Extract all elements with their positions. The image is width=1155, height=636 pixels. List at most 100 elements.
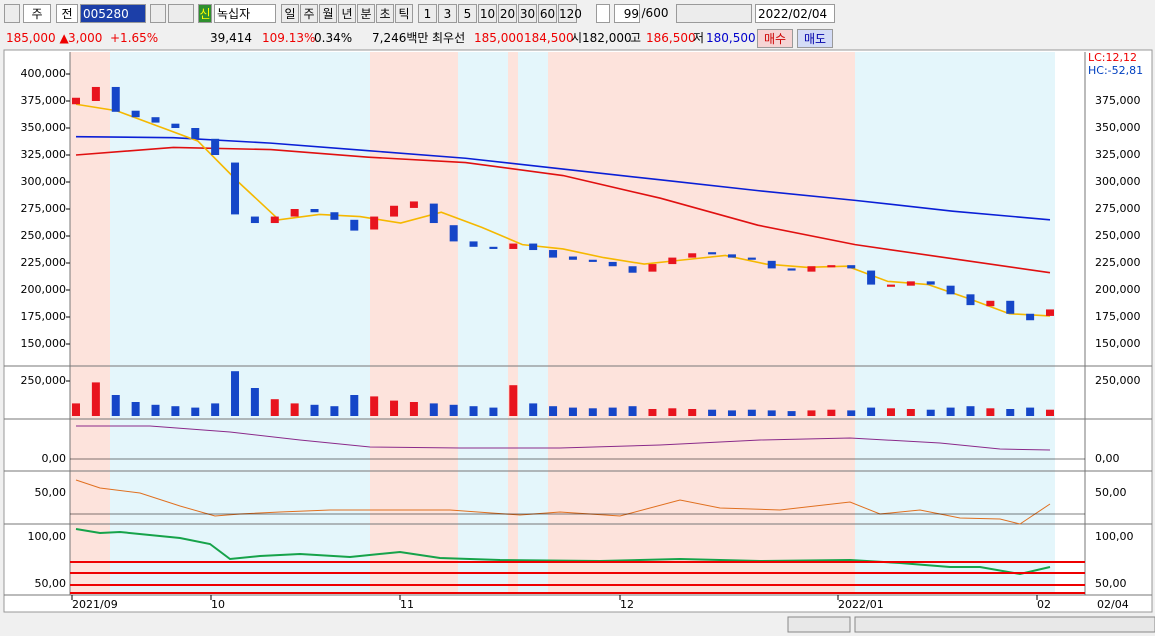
volume-bar (966, 406, 975, 416)
interval-tab[interactable]: 3 (438, 4, 457, 23)
dropdown[interactable] (596, 4, 610, 23)
count-max: /600 (641, 6, 669, 20)
volume-bar (648, 409, 657, 416)
y-tick-label: 225,000 (21, 256, 67, 269)
volume-bar (429, 403, 438, 416)
zoom-tools[interactable] (854, 616, 1155, 633)
volume-bar (926, 409, 935, 416)
candle (111, 86, 120, 112)
volume-ratio: 109.13% (262, 31, 316, 45)
band (458, 52, 508, 594)
candle (648, 264, 657, 272)
ask: 185,000 (474, 31, 524, 45)
volume-bar (847, 410, 856, 416)
y-tick-label: 300,000 (21, 175, 67, 188)
period-tab[interactable]: 분 (357, 4, 375, 23)
interval-tab[interactable]: 120 (558, 4, 582, 23)
oscillator-line (75, 479, 1051, 525)
volume-bar (469, 406, 478, 416)
volume-bar (330, 406, 339, 416)
volume-bar (250, 388, 259, 416)
legend-hc: HC:-52,81 (1088, 64, 1143, 77)
candle (409, 201, 418, 208)
candle (867, 270, 876, 285)
date-label: 2021/09 (72, 598, 118, 611)
buy-button[interactable]: 매수 (757, 29, 793, 48)
volume-bar (1026, 407, 1035, 416)
volume-bar (529, 403, 538, 416)
candle (568, 256, 577, 260)
interval-tab[interactable]: 5 (458, 4, 477, 23)
candle (767, 260, 776, 269)
period-select[interactable]: 주 (23, 4, 51, 23)
sound-button[interactable] (168, 4, 194, 23)
y-tick-label-right: 150,000 (1095, 337, 1141, 350)
count-input[interactable]: 99 (614, 4, 640, 23)
nav-buttons[interactable] (787, 616, 851, 633)
interval-tab[interactable]: 10 (478, 4, 497, 23)
period-tab[interactable]: 년 (338, 4, 356, 23)
band (518, 52, 548, 594)
band (855, 52, 1055, 594)
volume-bar (549, 406, 558, 416)
market-select[interactable]: 전 (56, 4, 78, 23)
open: 182,000 (582, 31, 632, 45)
candle (986, 300, 995, 307)
period-tab[interactable]: 월 (319, 4, 337, 23)
candle (787, 268, 796, 271)
bottom-label-right: 100,00 (1095, 530, 1134, 543)
candle (628, 266, 637, 273)
period-tab[interactable]: 일 (281, 4, 299, 23)
volume-bar (370, 396, 379, 416)
search-button[interactable] (150, 4, 166, 23)
volume-bar (767, 410, 776, 416)
rate: +1.65% (110, 31, 159, 45)
candle (727, 254, 736, 258)
y-tick-label: 325,000 (21, 148, 67, 161)
low-label: 저 (693, 31, 705, 45)
candle (211, 138, 220, 155)
volume-bar (151, 404, 160, 416)
volume-bar (409, 402, 418, 416)
volume-bar (886, 408, 895, 416)
osc-label: 50,00 (35, 486, 67, 499)
volume-bar (608, 407, 617, 416)
interval-tab[interactable]: 1 (418, 4, 437, 23)
candle (827, 265, 836, 268)
period-tab[interactable]: 주 (300, 4, 318, 23)
y-tick-label: 375,000 (21, 94, 67, 107)
tool-buttons[interactable] (676, 4, 752, 23)
candle (588, 259, 597, 262)
candle (1026, 313, 1035, 321)
candle (509, 243, 518, 249)
code-input[interactable]: 005280 (80, 4, 146, 23)
period-tab[interactable]: 초 (376, 4, 394, 23)
moving-average (75, 146, 1051, 274)
candle (310, 209, 319, 213)
candle (350, 219, 359, 231)
candle (151, 117, 160, 123)
interval-tab[interactable]: 20 (498, 4, 517, 23)
volume-bar (211, 403, 220, 416)
y-tick-label-right: 350,000 (1095, 121, 1141, 134)
candle (449, 225, 458, 242)
band (110, 52, 370, 594)
turnover: 0.34% (314, 31, 353, 45)
y-tick-label-right: 375,000 (1095, 94, 1141, 107)
y-tick-label-right: 175,000 (1095, 310, 1141, 323)
candle (847, 265, 856, 269)
y-tick-label: 350,000 (21, 121, 67, 134)
volume-bar (668, 408, 677, 416)
menu-button[interactable] (4, 4, 20, 23)
volume-bar (827, 409, 836, 416)
volume-bar (708, 409, 717, 416)
period-tab[interactable]: 틱 (395, 4, 413, 23)
interval-tab[interactable]: 30 (518, 4, 537, 23)
volume-bar (509, 385, 518, 416)
interval-tab[interactable]: 60 (538, 4, 557, 23)
y-tick-label: 150,000 (21, 337, 67, 350)
volume-bar (946, 407, 955, 416)
date-input[interactable]: 2022/02/04 (755, 4, 835, 23)
sell-button[interactable]: 매도 (797, 29, 833, 48)
